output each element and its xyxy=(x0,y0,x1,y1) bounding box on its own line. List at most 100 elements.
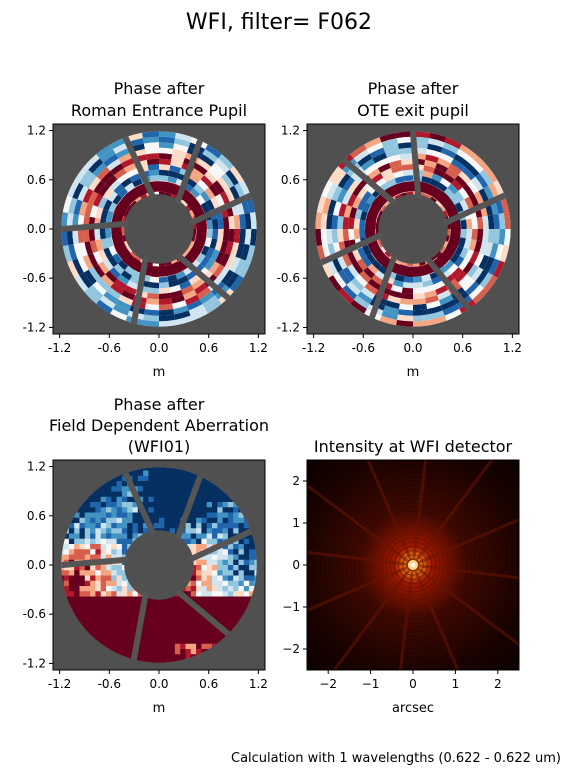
phase-cell xyxy=(79,517,86,524)
phase-cell xyxy=(243,538,250,545)
y-tick-label: −2 xyxy=(282,642,300,656)
phase-cell xyxy=(212,607,218,613)
phase-cell xyxy=(164,659,171,663)
phase-cell xyxy=(364,137,382,150)
phase-cell xyxy=(180,475,187,482)
phase-cell xyxy=(464,196,474,209)
phase-cell xyxy=(121,570,128,577)
phase-cell xyxy=(249,212,257,229)
phase-cell xyxy=(238,549,245,556)
phase-cell xyxy=(159,303,174,311)
phase-cell xyxy=(196,517,202,524)
phase-cell xyxy=(132,601,139,608)
phase-cell xyxy=(103,291,119,305)
phase-cell xyxy=(89,204,99,218)
panel-title-line: Field Dependent Aberration xyxy=(49,416,269,435)
phase-cell xyxy=(116,538,123,545)
phase-cell xyxy=(190,622,197,629)
phase-cell xyxy=(116,649,123,655)
psf-ring xyxy=(309,461,517,669)
phase-cell xyxy=(331,214,339,229)
phase-cell xyxy=(498,212,506,229)
phase-cell xyxy=(437,157,451,169)
phase-cell xyxy=(153,491,160,498)
phase-cell xyxy=(492,213,500,229)
phase-cell xyxy=(429,132,447,143)
phase-cell xyxy=(338,288,354,304)
phase-cell xyxy=(100,596,107,603)
phase-cell xyxy=(400,292,413,300)
x-tick-label: -1.2 xyxy=(48,341,71,355)
secondary-strut xyxy=(423,255,475,315)
phase-cell xyxy=(206,481,213,487)
phase-cell xyxy=(159,502,165,508)
phase-cell xyxy=(190,544,197,550)
phase-cell xyxy=(422,279,434,288)
phase-cell xyxy=(121,289,135,301)
phase-cell xyxy=(465,229,473,240)
phase-cell xyxy=(159,649,165,655)
phase-cell xyxy=(227,617,234,624)
phase-cell xyxy=(169,523,176,529)
phase-cell xyxy=(360,158,376,171)
phase-cell xyxy=(449,253,460,264)
phase-cell xyxy=(153,633,160,640)
phase-cell xyxy=(164,467,171,472)
phase-cell xyxy=(442,172,455,184)
phase-cell xyxy=(159,281,170,289)
phase-cell xyxy=(180,628,187,634)
phase-cell xyxy=(159,638,165,645)
phase-cell xyxy=(116,638,123,645)
phase-cell xyxy=(233,549,240,556)
phase-cell xyxy=(190,481,197,487)
phase-cell xyxy=(390,284,403,293)
phase-cell xyxy=(148,281,159,289)
phase-cell xyxy=(185,475,192,482)
x-axis-label: m xyxy=(153,365,166,380)
phase-cell xyxy=(201,502,208,508)
phase-cell xyxy=(196,638,202,645)
phase-cell xyxy=(148,486,155,493)
phase-cell xyxy=(454,270,467,283)
phase-cell xyxy=(90,607,96,613)
phase-cell xyxy=(204,237,212,248)
phase-cell xyxy=(106,638,112,645)
phase-cell xyxy=(233,517,240,524)
phase-cell xyxy=(387,294,401,304)
phase-cell xyxy=(164,643,171,650)
phase-cell xyxy=(185,528,192,535)
phase-cell xyxy=(206,502,213,508)
phase-cell xyxy=(68,528,75,535)
phase-cell xyxy=(206,586,213,592)
phase-cell xyxy=(196,596,202,603)
phase-cell xyxy=(169,601,176,608)
phase-cell xyxy=(492,229,500,245)
phase-cell xyxy=(227,601,234,608)
phase-cell xyxy=(74,565,81,571)
phase-cell xyxy=(212,554,218,561)
phase-cell xyxy=(127,523,134,529)
phase-cell xyxy=(190,475,197,482)
phase-cell xyxy=(243,596,250,603)
phase-cell xyxy=(379,315,397,326)
phase-cell xyxy=(77,185,89,202)
phase-cell xyxy=(153,612,160,619)
phase-cell xyxy=(84,523,91,529)
phase-cell xyxy=(180,617,187,624)
phase-cell xyxy=(117,172,130,184)
phase-cell xyxy=(164,502,171,508)
phase-cell xyxy=(399,153,413,160)
phase-cell xyxy=(333,201,342,216)
phase-cell xyxy=(153,654,160,661)
phase-cell xyxy=(106,158,122,171)
phase-cell xyxy=(402,169,413,177)
phase-cell xyxy=(123,285,137,295)
central-obscuration xyxy=(124,194,194,264)
phase-cell xyxy=(74,612,81,619)
phase-cell xyxy=(483,166,498,183)
phase-cell xyxy=(196,533,202,540)
phase-cell xyxy=(111,486,118,493)
phase-cell xyxy=(180,601,187,608)
phase-cell xyxy=(116,528,123,535)
